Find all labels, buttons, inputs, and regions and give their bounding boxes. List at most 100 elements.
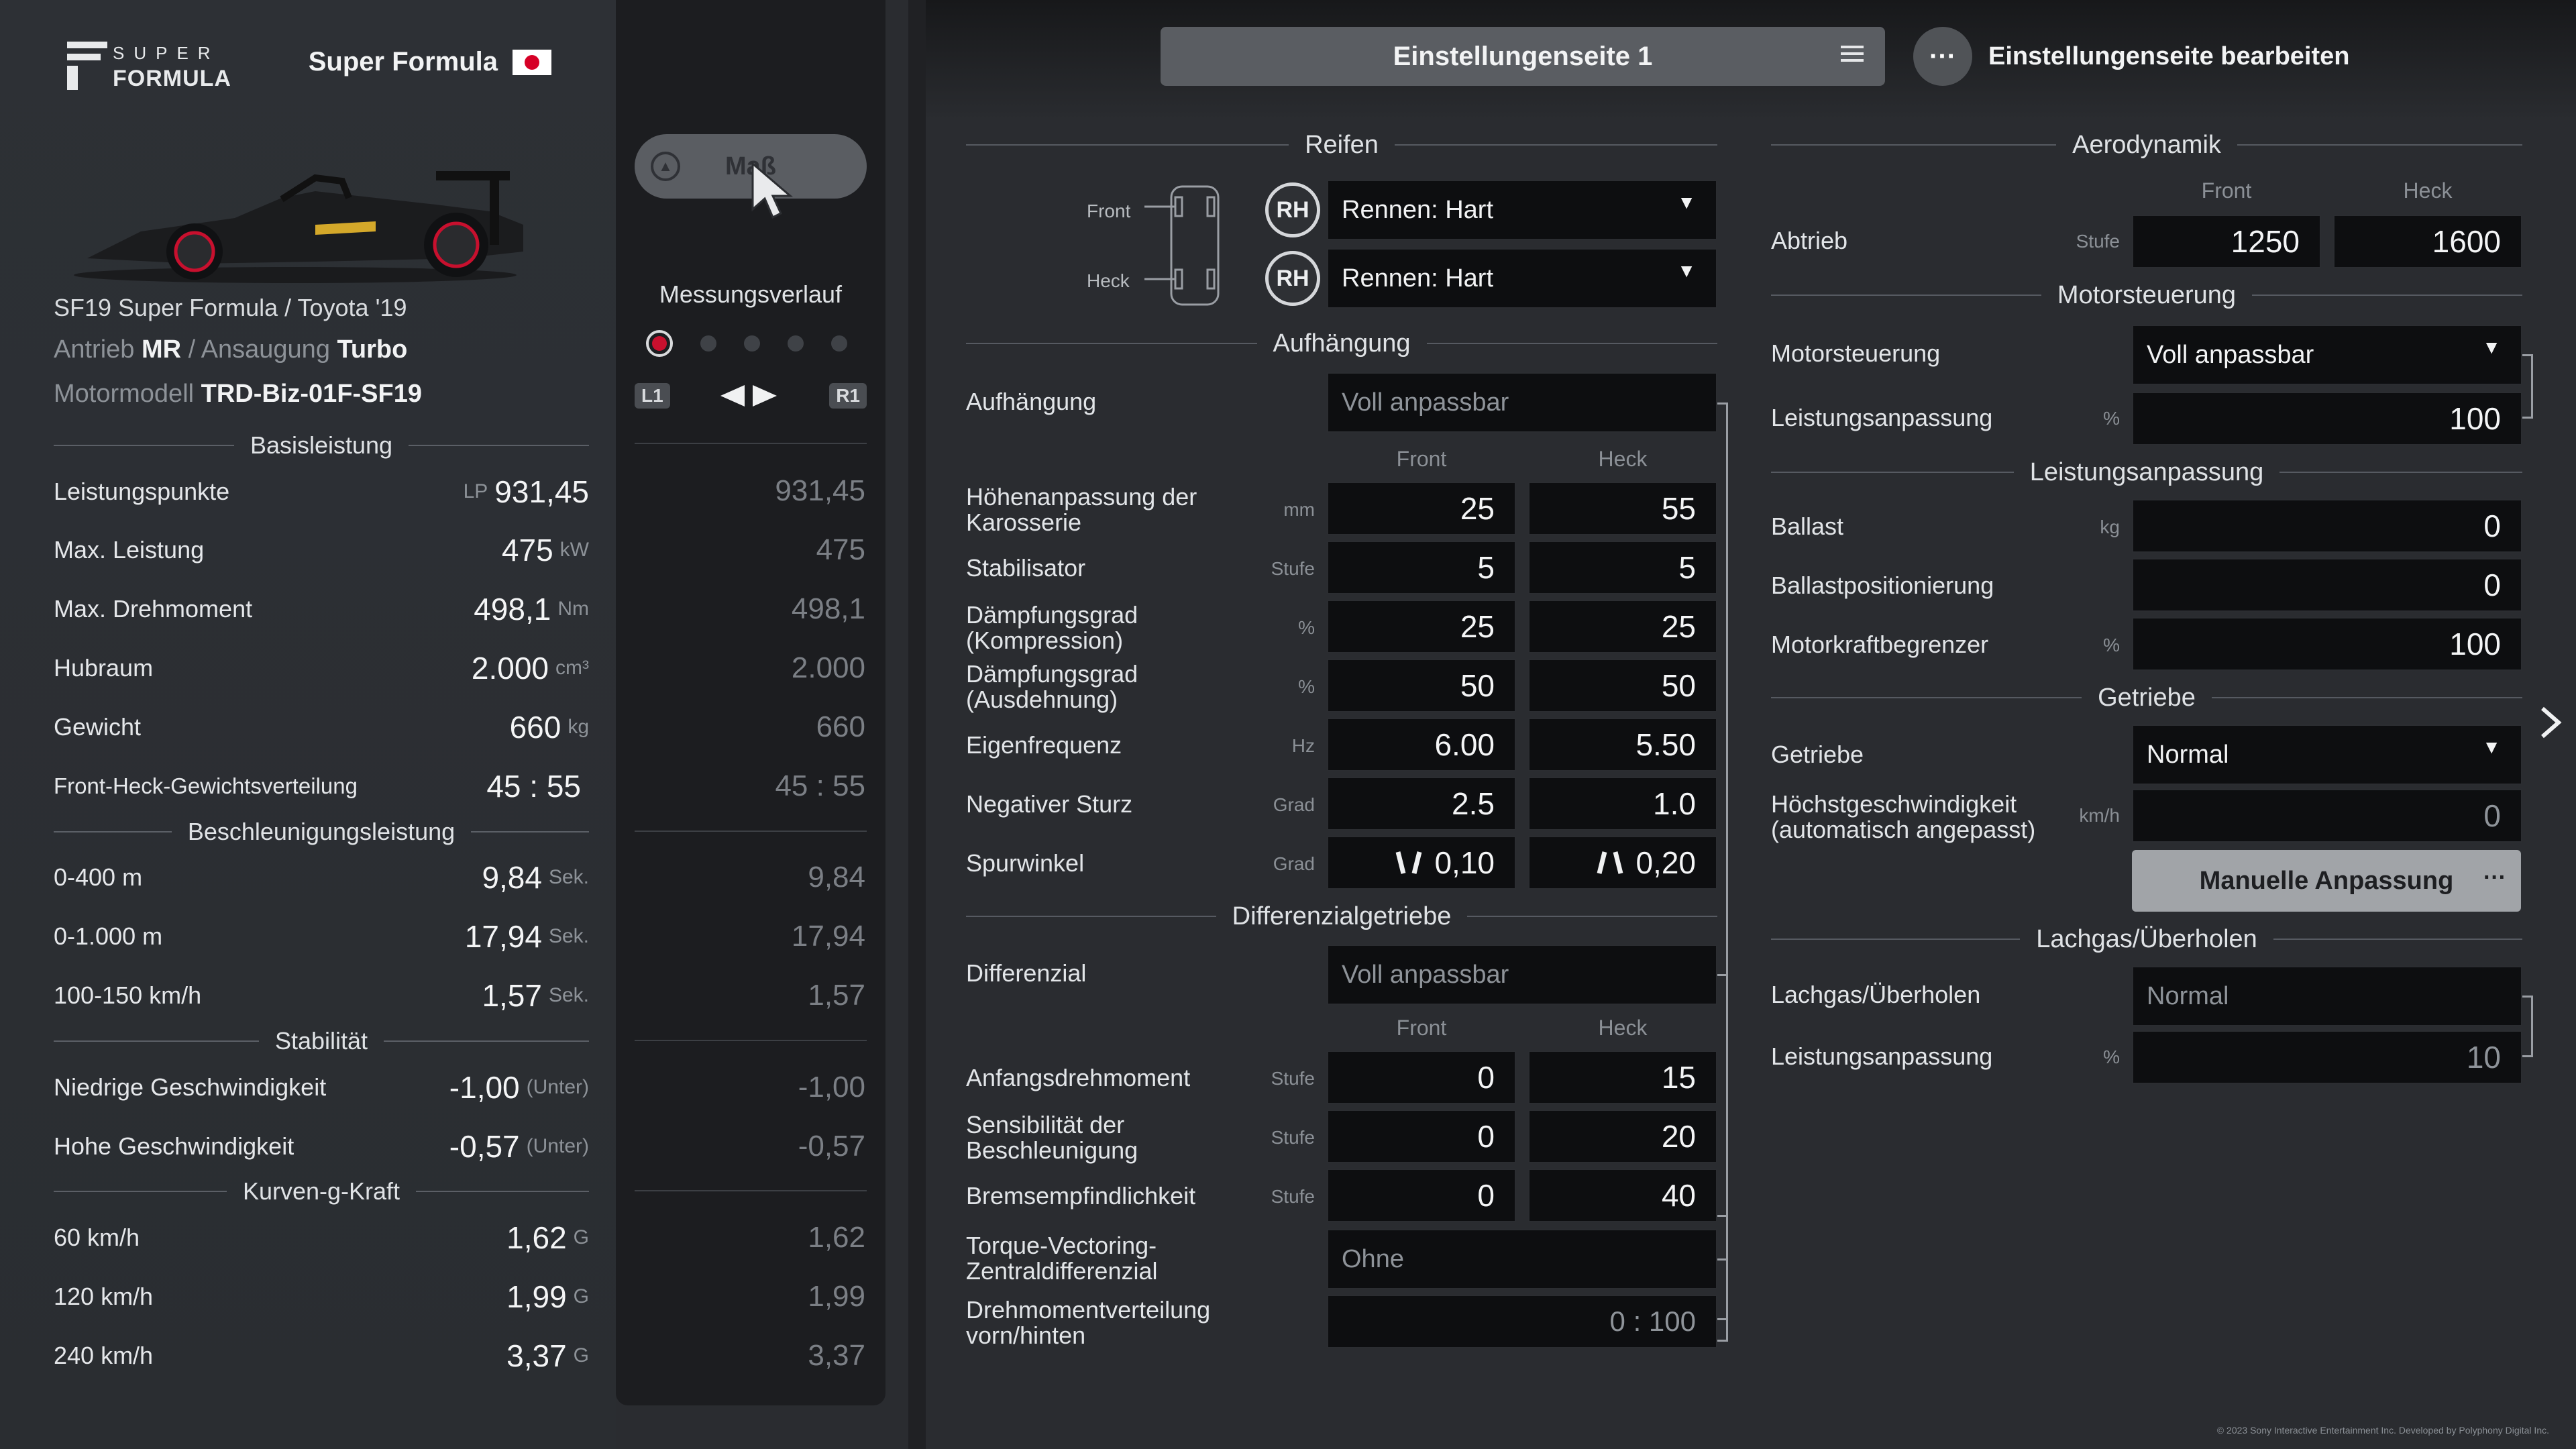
history-dot[interactable] (744, 335, 760, 352)
damping-extension-front-input[interactable]: 50 (1327, 659, 1516, 712)
stat-row: 120 km/h 1,99 G (54, 1279, 589, 1314)
ballast-position-input[interactable]: 0 (2132, 558, 2522, 612)
divider (635, 1040, 867, 1041)
manual-adjust-button[interactable]: Manuelle Anpassung ··· (2132, 850, 2521, 912)
front-tire-select[interactable]: Rennen: Hart ▼ (1327, 180, 1717, 240)
section-header: Kurven-g-Kraft (54, 1177, 589, 1205)
section-header-nitrous: Lachgas/Überholen (1771, 925, 2522, 953)
unit-grad: Grad (1273, 853, 1315, 874)
transmission-label: Getriebe (1771, 741, 1864, 768)
anti-roll-bar-label: Stabilisator (966, 554, 1086, 582)
brake-sensitivity-front-input[interactable]: 0 (1327, 1169, 1516, 1222)
anti-roll-bar-rear-input[interactable]: 5 (1528, 541, 1717, 594)
ride-height-rear-input[interactable]: 55 (1528, 482, 1717, 535)
col-header-front: Front (1396, 447, 1447, 471)
car-info-panel: SUPER FORMULA Super Formula SF19 Super F… (0, 0, 616, 1449)
dropdown-caret-icon: ▼ (2482, 337, 2501, 358)
stat-row: Leistungspunkte LP 931,45 (54, 474, 589, 509)
history-dot[interactable] (831, 335, 847, 352)
unit-mm: mm (1283, 499, 1315, 520)
restrictor-input[interactable]: 100 (2132, 617, 2522, 671)
suspension-type-label: Aufhängung (966, 388, 1097, 415)
brake-sensitivity-rear-input[interactable]: 40 (1528, 1169, 1717, 1222)
history-value: 45 : 55 (775, 769, 865, 802)
history-dot-active[interactable] (646, 330, 673, 357)
suspension-type-select[interactable]: Voll anpassbar (1327, 372, 1717, 433)
torque-vectoring-label: Torque-Vectoring-Zentraldifferenzial (966, 1232, 1158, 1285)
section-header-suspension: Aufhängung (966, 329, 1717, 358)
aspiration-value: Turbo (337, 335, 408, 364)
history-value: 2.000 (791, 651, 865, 684)
torque-distribution-input[interactable]: 0 : 100 (1327, 1295, 1717, 1348)
arrow-right-icon[interactable] (753, 385, 777, 407)
measurement-history-panel: ▲ Maß Messungsverlauf L1 R1 931,45 475 4… (616, 0, 885, 1405)
divider (635, 830, 867, 832)
section-header-ecu: Motorsteuerung (1771, 281, 2522, 309)
l1-button[interactable]: L1 (635, 383, 670, 409)
damping-extension-rear-input[interactable]: 50 (1528, 659, 1717, 712)
history-dot[interactable] (700, 335, 716, 352)
transmission-select[interactable]: Normal ▼ (2132, 724, 2522, 785)
unit-stufe: Stufe (2076, 231, 2120, 252)
history-value: 475 (816, 533, 865, 566)
downforce-front-input[interactable]: 1250 (2132, 215, 2321, 268)
unit-stufe: Stufe (1271, 1068, 1315, 1089)
settings-page-selector[interactable]: Einstellungenseite 1 (1161, 27, 1885, 86)
accel-sensitivity-front-input[interactable]: 0 (1327, 1110, 1516, 1163)
accel-sensitivity-rear-input[interactable]: 20 (1528, 1110, 1717, 1163)
nitrous-power-input[interactable]: 10 (2132, 1030, 2522, 1084)
differential-type-label: Differenzial (966, 959, 1087, 987)
arrow-left-icon[interactable] (720, 385, 745, 407)
camber-rear-input[interactable]: 1.0 (1528, 777, 1717, 830)
section-header-performance: Leistungsanpassung (1771, 458, 2522, 486)
toe-rear-input[interactable]: 0,20 (1528, 836, 1717, 890)
tire-front-label: Front (1087, 201, 1131, 221)
r1-button[interactable]: R1 (829, 383, 867, 409)
car-image (74, 171, 523, 283)
unit-percent: % (1298, 617, 1315, 638)
ride-height-front-input[interactable]: 25 (1327, 482, 1516, 535)
chevron-right-icon[interactable] (2538, 706, 2563, 739)
toe-front-input[interactable]: 0,10 (1327, 836, 1516, 890)
engine-label: Motormodell (54, 380, 195, 408)
power-adjust-input[interactable]: 100 (2132, 392, 2522, 445)
more-options-icon: ··· (1913, 27, 1972, 86)
history-value: 660 (816, 710, 865, 743)
divider (635, 1190, 867, 1191)
section-header: Stabilität (54, 1027, 589, 1055)
damping-compression-front-input[interactable]: 25 (1327, 600, 1516, 653)
aspiration-label: Ansaugung (201, 335, 330, 364)
anti-roll-bar-front-input[interactable]: 5 (1327, 541, 1516, 594)
torque-vectoring-select[interactable]: Ohne (1327, 1229, 1717, 1289)
stat-row: 0-1.000 m 17,94 Sek. (54, 919, 589, 954)
initial-torque-front-input[interactable]: 0 (1327, 1051, 1516, 1104)
camber-front-input[interactable]: 2.5 (1327, 777, 1516, 830)
unit-kmh: km/h (2079, 805, 2120, 826)
history-value: 1,57 (808, 979, 865, 1012)
measure-button[interactable]: ▲ Maß (635, 134, 867, 199)
ecu-select[interactable]: Voll anpassbar ▼ (2132, 325, 2522, 385)
series-title: Super Formula (309, 47, 551, 77)
differential-type-select[interactable]: Voll anpassbar (1327, 945, 1717, 1005)
edit-page-label: Einstellungenseite bearbeiten (1988, 42, 2350, 70)
natural-frequency-rear-input[interactable]: 5.50 (1528, 718, 1717, 771)
ballast-input[interactable]: 0 (2132, 499, 2522, 553)
tire-compound-badge-front: RH (1265, 182, 1320, 237)
col-header-rear: Heck (1598, 1016, 1648, 1040)
nitrous-select[interactable]: Normal (2132, 966, 2522, 1026)
tire-rear-label: Heck (1087, 270, 1130, 291)
history-dot[interactable] (788, 335, 804, 352)
unit-hz: Hz (1291, 735, 1315, 756)
drive-label: Antrieb (54, 335, 135, 364)
natural-frequency-front-input[interactable]: 6.00 (1327, 718, 1516, 771)
initial-torque-rear-input[interactable]: 15 (1528, 1051, 1717, 1104)
top-speed-input[interactable]: 0 (2132, 789, 2522, 843)
history-value: -1,00 (798, 1071, 865, 1104)
edit-page-button[interactable]: ··· Einstellungenseite bearbeiten (1913, 27, 2349, 86)
damping-compression-rear-input[interactable]: 25 (1528, 600, 1717, 653)
unit-stufe: Stufe (1271, 1186, 1315, 1207)
stat-row: Gewicht 660 kg (54, 710, 589, 745)
history-value: 17,94 (791, 920, 865, 953)
downforce-rear-input[interactable]: 1600 (2333, 215, 2522, 268)
rear-tire-select[interactable]: Rennen: Hart ▼ (1327, 248, 1717, 309)
